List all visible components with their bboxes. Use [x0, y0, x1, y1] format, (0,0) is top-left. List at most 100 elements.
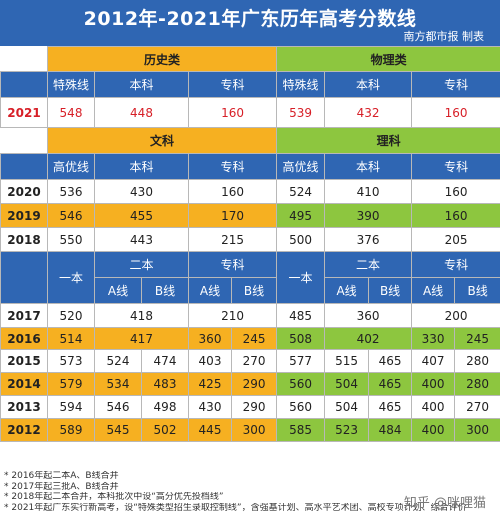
value-cell: 560	[276, 395, 326, 419]
footnote: * 2016年起二本A、B线合并	[4, 471, 119, 481]
value-cell: 589	[47, 418, 95, 442]
year-cell: 2012	[0, 418, 48, 442]
col-header: B线	[368, 277, 413, 304]
value-cell: 577	[276, 349, 326, 373]
value-cell: 504	[324, 372, 370, 396]
data-row-2018: 2018 550 443 215 500 376 205	[0, 227, 500, 252]
col-header: A线	[94, 277, 142, 304]
value-cell: 504	[324, 395, 370, 419]
year-cell: 2021	[0, 97, 48, 128]
value-cell: 465	[368, 395, 413, 419]
value-cell: 245	[230, 327, 278, 350]
col-header: 高优线	[47, 153, 95, 180]
data-row-2012: 2012 589 545 502 445 300 585 523 484 400…	[0, 418, 500, 442]
value-cell: 465	[368, 349, 413, 373]
value-cell: 407	[411, 349, 456, 373]
value-cell: 524	[276, 179, 326, 204]
value-cell: 573	[47, 349, 95, 373]
value-cell: 550	[47, 227, 95, 252]
year-cell: 2017	[0, 303, 48, 328]
title-bar: 2012年-2021年广东历年高考分数线 南方都市报 制表	[0, 0, 500, 46]
col-header: A线	[411, 277, 456, 304]
value-cell: 485	[276, 303, 326, 328]
value-cell: 594	[47, 395, 95, 419]
header-row-2021: 历史类 物理类	[0, 46, 500, 72]
value-cell: 579	[47, 372, 95, 396]
value-cell: 546	[47, 203, 95, 228]
value-cell: 300	[230, 418, 278, 442]
value-cell: 160	[411, 203, 500, 228]
data-row-2013: 2013 594 546 498 430 290 560 504 465 400…	[0, 395, 500, 419]
value-cell: 498	[141, 395, 189, 419]
score-table: 历史类 物理类 特殊线 本科 专科 特殊线 本科 专科 2021 548 448…	[0, 46, 500, 442]
value-cell: 508	[276, 327, 326, 350]
value-cell: 160	[187, 97, 278, 128]
col-header: B线	[230, 277, 278, 304]
blank-cell	[0, 71, 48, 98]
value-cell: 546	[94, 395, 142, 419]
watermark: 知乎 @咪哩猫	[403, 496, 486, 511]
value-cell: 360	[188, 327, 232, 350]
value-cell: 524	[94, 349, 142, 373]
value-cell: 376	[324, 227, 413, 252]
value-cell: 520	[47, 303, 95, 328]
value-cell: 548	[47, 97, 95, 128]
value-cell: 400	[411, 418, 456, 442]
col-header: 二本	[324, 251, 413, 278]
col-header: 一本	[276, 251, 326, 304]
value-cell: 545	[94, 418, 142, 442]
value-cell: 448	[94, 97, 189, 128]
year-cell: 2014	[0, 372, 48, 396]
value-cell: 270	[454, 395, 500, 419]
blank-cell	[0, 153, 48, 180]
page-subtitle: 南方都市报 制表	[403, 30, 485, 43]
col-header: 二本	[94, 251, 189, 278]
data-row-2015: 2015 573 524 474 403 270 577 515 465 407…	[0, 349, 500, 373]
footnote: * 2017年起三批A、B线合并	[4, 481, 119, 492]
value-cell: 500	[276, 227, 326, 252]
footnote: * 2021年起广东实行新高考，设“特殊类型招生录取控制线”，含强基计划、高水平…	[4, 502, 467, 513]
value-cell: 418	[94, 303, 189, 328]
blank-cell	[0, 251, 48, 304]
col-header: 本科	[324, 71, 413, 98]
col-header: 本科	[94, 71, 189, 98]
header-row-1217-top: 一本 二本 专科 一本 二本 专科	[0, 251, 500, 304]
value-cell: 160	[411, 97, 500, 128]
year-cell: 2015	[0, 349, 48, 373]
col-header: 专科	[187, 251, 278, 278]
year-cell: 2013	[0, 395, 48, 419]
col-header: 高优线	[276, 153, 326, 180]
value-cell: 290	[230, 372, 278, 396]
science-header: 理科	[276, 127, 500, 154]
data-row-2016: 2016 514 417 360 245 508 402 330 245	[0, 327, 500, 350]
value-cell: 432	[324, 97, 413, 128]
page-title: 2012年-2021年广东历年高考分数线	[83, 8, 417, 30]
value-cell: 536	[47, 179, 95, 204]
value-cell: 200	[411, 303, 500, 328]
value-cell: 215	[187, 227, 278, 252]
value-cell: 410	[324, 179, 413, 204]
value-cell: 403	[188, 349, 232, 373]
col-header: 一本	[47, 251, 95, 304]
col-header: B线	[454, 277, 500, 304]
value-cell: 502	[141, 418, 189, 442]
value-cell: 245	[454, 327, 500, 350]
value-cell: 455	[94, 203, 189, 228]
corner-cell	[0, 46, 48, 72]
footnote: * 2018年起二本合并，本科批次中设“高分优先投档线”	[4, 492, 224, 503]
value-cell: 465	[368, 372, 413, 396]
year-cell: 2018	[0, 227, 48, 252]
value-cell: 534	[94, 372, 142, 396]
col-header: 专科	[187, 71, 278, 98]
value-cell: 160	[187, 179, 278, 204]
value-cell: 400	[411, 372, 456, 396]
value-cell: 474	[141, 349, 189, 373]
data-row-2020: 2020 536 430 160 524 410 160	[0, 179, 500, 204]
value-cell: 430	[94, 179, 189, 204]
value-cell: 483	[141, 372, 189, 396]
corner-cell	[0, 127, 48, 154]
col-header: 本科	[94, 153, 189, 180]
cols-row-1820: 高优线 本科 专科 高优线 本科 专科	[0, 153, 500, 180]
physics-header: 物理类	[276, 46, 500, 72]
value-cell: 484	[368, 418, 413, 442]
